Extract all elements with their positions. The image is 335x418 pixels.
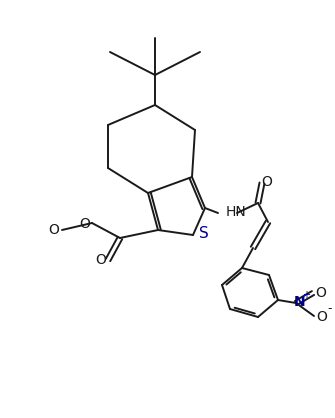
Text: O: O [317, 310, 327, 324]
Text: N: N [294, 295, 306, 309]
Text: HN: HN [226, 205, 247, 219]
Text: +: + [302, 290, 310, 300]
Text: -: - [328, 303, 332, 316]
Text: O: O [49, 223, 59, 237]
Text: O: O [262, 175, 272, 189]
Text: O: O [95, 253, 107, 267]
Text: O: O [80, 217, 90, 231]
Text: S: S [199, 227, 209, 242]
Text: O: O [316, 286, 326, 300]
